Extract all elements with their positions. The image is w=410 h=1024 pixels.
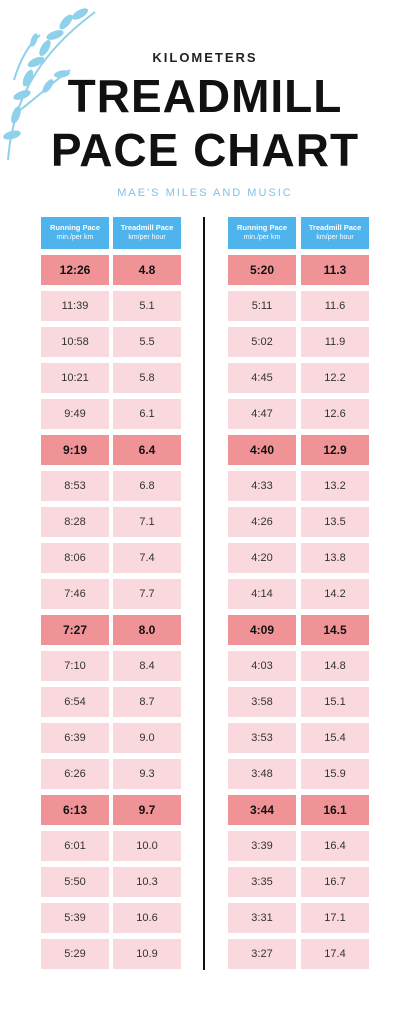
running-pace-cell: 4:47 (228, 399, 296, 429)
treadmill-speed-cell: 8.7 (113, 687, 181, 717)
running-pace-cell: 6:54 (41, 687, 109, 717)
treadmill-speed-cell: 8.4 (113, 651, 181, 681)
treadmill-speed-cell: 13.8 (301, 543, 369, 573)
treadmill-speed-cell: 6.4 (113, 435, 181, 465)
treadmill-speed-cell: 6.8 (113, 471, 181, 501)
running-pace-cell: 5:11 (228, 291, 296, 321)
treadmill-speed-cell: 15.4 (301, 723, 369, 753)
running-pace-cell: 7:27 (41, 615, 109, 645)
running-pace-cell: 4:14 (228, 579, 296, 609)
running-pace-cell: 6:39 (41, 723, 109, 753)
running-pace-cell: 8:06 (41, 543, 109, 573)
running-pace-header: Running Pace min./per km (41, 217, 109, 249)
running-pace-cell: 3:27 (228, 939, 296, 969)
page-title-line2: PACE CHART (50, 124, 360, 176)
running-pace-cell: 9:19 (41, 435, 109, 465)
running-pace-cell: 5:39 (41, 903, 109, 933)
treadmill-speed-cell: 12.6 (301, 399, 369, 429)
treadmill-speed-cell: 5.1 (113, 291, 181, 321)
running-pace-cell: 3:44 (228, 795, 296, 825)
running-pace-cell: 10:21 (41, 363, 109, 393)
running-pace-cell: 4:03 (228, 651, 296, 681)
running-pace-cell: 9:49 (41, 399, 109, 429)
treadmill-speed-cell: 14.5 (301, 615, 369, 645)
running-pace-cell: 3:48 (228, 759, 296, 789)
treadmill-speed-cell: 5.5 (113, 327, 181, 357)
treadmill-speed-cell: 12.2 (301, 363, 369, 393)
column-divider (203, 217, 205, 970)
running-pace-cell: 8:28 (41, 507, 109, 537)
brand-subtitle: MAE'S MILES AND MUSIC (117, 187, 293, 199)
treadmill-speed-cell: 4.8 (113, 255, 181, 285)
right-running-pace-column: Running Pace min./per km 5:20 5:11 5:02 4:4… (228, 217, 296, 975)
treadmill-speed-cell: 17.1 (301, 903, 369, 933)
running-pace-cell: 3:53 (228, 723, 296, 753)
treadmill-speed-cell: 9.0 (113, 723, 181, 753)
running-pace-cell: 5:20 (228, 255, 296, 285)
treadmill-speed-cell: 12.9 (301, 435, 369, 465)
treadmill-speed-cell: 5.8 (113, 363, 181, 393)
running-pace-cell: 3:39 (228, 831, 296, 861)
treadmill-speed-cell: 9.3 (113, 759, 181, 789)
running-pace-cell: 3:35 (228, 867, 296, 897)
treadmill-speed-cell: 9.7 (113, 795, 181, 825)
running-pace-header: Running Pace min./per km (228, 217, 296, 249)
treadmill-speed-cell: 11.6 (301, 291, 369, 321)
treadmill-speed-cell: 16.4 (301, 831, 369, 861)
running-pace-cell: 4:40 (228, 435, 296, 465)
leaf-branch-decoration (3, 8, 96, 161)
treadmill-speed-cell: 13.2 (301, 471, 369, 501)
running-pace-cell: 6:26 (41, 759, 109, 789)
treadmill-speed-cell: 13.5 (301, 507, 369, 537)
treadmill-speed-cell: 16.1 (301, 795, 369, 825)
treadmill-speed-cell: 15.9 (301, 759, 369, 789)
running-pace-cell: 4:26 (228, 507, 296, 537)
treadmill-speed-cell: 17.4 (301, 939, 369, 969)
treadmill-speed-cell: 11.9 (301, 327, 369, 357)
treadmill-speed-cell: 15.1 (301, 687, 369, 717)
units-kicker: KILOMETERS (152, 50, 258, 65)
running-pace-cell: 10:58 (41, 327, 109, 357)
running-pace-cell: 8:53 (41, 471, 109, 501)
treadmill-speed-cell: 7.4 (113, 543, 181, 573)
treadmill-speed-cell: 7.7 (113, 579, 181, 609)
running-pace-cell: 7:46 (41, 579, 109, 609)
running-pace-cell: 5:02 (228, 327, 296, 357)
running-pace-cell: 5:50 (41, 867, 109, 897)
running-pace-cell: 3:31 (228, 903, 296, 933)
treadmill-pace-header: Treadmill Pace km/per hour (301, 217, 369, 249)
treadmill-speed-cell: 8.0 (113, 615, 181, 645)
treadmill-speed-cell: 7.1 (113, 507, 181, 537)
running-pace-cell: 7:10 (41, 651, 109, 681)
treadmill-speed-cell: 10.3 (113, 867, 181, 897)
running-pace-cell: 5:29 (41, 939, 109, 969)
running-pace-cell: 6:01 (41, 831, 109, 861)
treadmill-pace-header: Treadmill Pace km/per hour (113, 217, 181, 249)
right-treadmill-pace-column: Treadmill Pace km/per hour 11.3 11.6 11.9 1… (301, 217, 369, 975)
treadmill-speed-cell: 6.1 (113, 399, 181, 429)
running-pace-cell: 3:58 (228, 687, 296, 717)
running-pace-cell: 4:20 (228, 543, 296, 573)
left-treadmill-pace-column: Treadmill Pace km/per hour 4.8 5.1 5.5 5.8 6… (113, 217, 181, 975)
running-pace-cell: 12:26 (41, 255, 109, 285)
treadmill-speed-cell: 10.0 (113, 831, 181, 861)
page-title-line1: TREADMILL (67, 70, 343, 122)
treadmill-speed-cell: 10.9 (113, 939, 181, 969)
running-pace-cell: 4:45 (228, 363, 296, 393)
treadmill-speed-cell: 10.6 (113, 903, 181, 933)
running-pace-cell: 11:39 (41, 291, 109, 321)
treadmill-speed-cell: 14.8 (301, 651, 369, 681)
running-pace-cell: 4:09 (228, 615, 296, 645)
running-pace-cell: 4:33 (228, 471, 296, 501)
left-running-pace-column: Running Pace min./per km 12:26 11:39 10:58… (41, 217, 109, 975)
treadmill-speed-cell: 11.3 (301, 255, 369, 285)
treadmill-speed-cell: 16.7 (301, 867, 369, 897)
running-pace-cell: 6:13 (41, 795, 109, 825)
treadmill-speed-cell: 14.2 (301, 579, 369, 609)
